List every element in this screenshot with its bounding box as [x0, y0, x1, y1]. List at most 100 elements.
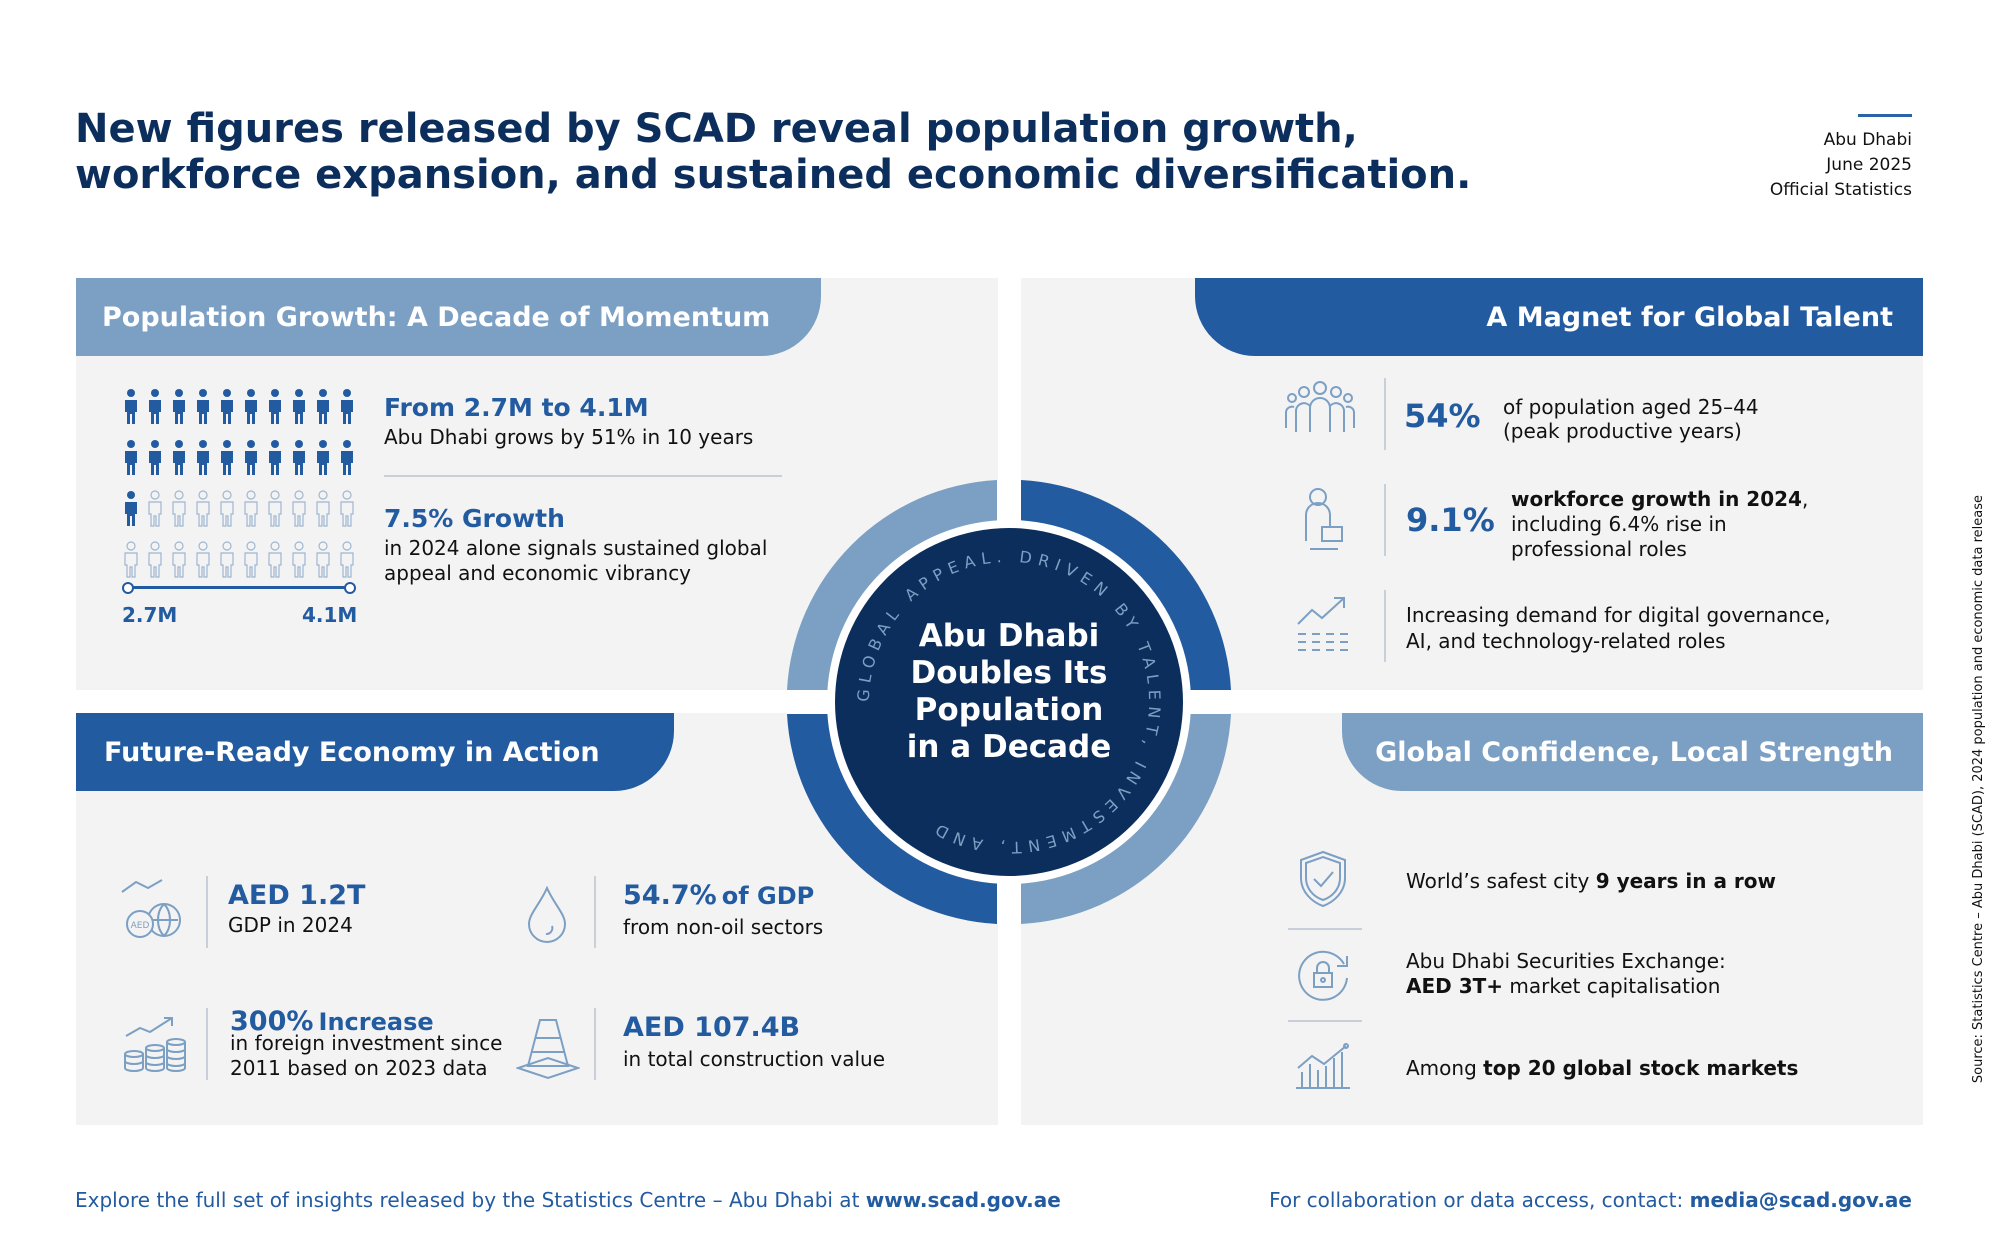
footer-left-text: Explore the full set of insights release… — [75, 1188, 866, 1212]
construction-value: AED 107.4B — [623, 1012, 801, 1043]
source-note: Source: Statistics Centre – Abu Dhabi (S… — [1971, 495, 1986, 1084]
bar-chart-icon — [1294, 1042, 1352, 1090]
growth-chart-icon — [1294, 594, 1352, 658]
fdi-suffix: Increase — [318, 1008, 434, 1036]
safest-city-prefix: World’s safest city — [1406, 869, 1596, 893]
fdi-text1: in foreign investment since — [230, 1031, 503, 1055]
person-outline-icon — [196, 490, 210, 527]
fdi-text2: 2011 based on 2023 data — [230, 1056, 488, 1080]
center-line-1: Abu Dhabi — [918, 618, 1100, 654]
talent-heading-text: A Magnet for Global Talent — [1486, 301, 1893, 333]
person-filled-icon — [269, 440, 281, 475]
economy-heading-text: Future-Ready Economy in Action — [104, 736, 600, 768]
person-outline-icon — [268, 490, 282, 527]
talent-stat1-value: 54% — [1404, 397, 1481, 435]
fdi-value-line: 300% Increase — [230, 1006, 434, 1037]
safest-city-text: World’s safest city 9 years in a row — [1406, 868, 1776, 894]
gdp-coin-icon: AED — [120, 878, 188, 938]
person-outline-icon — [268, 541, 282, 578]
meta-divider — [1858, 114, 1912, 117]
construction-text: in total construction value — [623, 1047, 886, 1071]
pop-stat2-text1: in 2024 alone signals sustained global — [384, 536, 768, 560]
pop-stat2-text2: appeal and economic vibrancy — [384, 561, 692, 585]
footer-right-text: For collaboration or data access, contac… — [1269, 1188, 1690, 1212]
person-outline-icon — [196, 541, 210, 578]
pop-stat1-title: From 2.7M to 4.1M — [384, 393, 649, 422]
title-line-1: New figures released by SCAD reveal popu… — [75, 106, 1358, 152]
talent-stat2-bold: workforce growth in 2024 — [1511, 487, 1802, 511]
center-line-2: Doubles Its — [910, 655, 1108, 691]
economy-heading: Future-Ready Economy in Action — [76, 713, 674, 791]
person-filled-icon — [221, 389, 233, 424]
nonoil-value-line: 54.7% of GDP — [623, 880, 814, 911]
confidence-divider-1 — [1288, 928, 1362, 930]
person-filled-icon — [221, 440, 233, 475]
footer-email-link[interactable]: media@scad.gov.ae — [1689, 1188, 1912, 1212]
person-filled-icon — [149, 440, 161, 475]
person-filled-icon — [149, 389, 161, 424]
person-outline-icon — [244, 541, 258, 578]
scale-start-label: 2.7M — [122, 603, 178, 627]
person-outline-icon — [316, 490, 330, 527]
talent-stat3-text2: AI, and technology-related roles — [1406, 629, 1726, 653]
person-outline-icon — [172, 490, 186, 527]
meta-location: Abu Dhabi — [1823, 130, 1912, 150]
scale-end-label: 4.1M — [302, 603, 358, 627]
population-heading-text: Population Growth: A Decade of Momentum — [102, 301, 771, 333]
talent-stat2-comma: , — [1801, 487, 1809, 511]
stock-market-prefix: Among — [1406, 1056, 1484, 1080]
confidence-heading: Global Confidence, Local Strength — [1342, 713, 1923, 791]
talent-divider-2 — [1384, 484, 1386, 556]
person-outline-icon — [292, 541, 306, 578]
talent-stat2-text2: professional roles — [1511, 537, 1687, 561]
people-grid — [120, 388, 360, 592]
talent-heading: A Magnet for Global Talent — [1195, 278, 1923, 356]
person-filled-icon — [341, 440, 353, 475]
person-filled-icon — [197, 440, 209, 475]
person-outline-icon — [148, 490, 162, 527]
safest-city-bold: 9 years in a row — [1595, 869, 1776, 893]
nonoil-text: from non-oil sectors — [623, 915, 824, 939]
talent-divider-3 — [1384, 590, 1386, 662]
person-outline-icon — [316, 541, 330, 578]
person-filled-icon — [293, 389, 305, 424]
footer-left: Explore the full set of insights release… — [75, 1188, 1061, 1212]
lock-refresh-icon — [1294, 946, 1352, 1004]
person-filled-icon — [245, 389, 257, 424]
person-filled-icon — [197, 389, 209, 424]
oil-drop-icon — [526, 886, 568, 944]
scale-dot-end — [344, 582, 356, 594]
economy-divider-4 — [594, 1008, 596, 1080]
footer-website-link[interactable]: www.scad.gov.ae — [865, 1188, 1061, 1212]
person-outline-icon — [124, 541, 138, 578]
gdp-value: AED 1.2T — [228, 880, 366, 911]
person-outline-icon — [220, 541, 234, 578]
person-filled-icon — [245, 440, 257, 475]
stock-market-text: Among top 20 global stock markets — [1406, 1055, 1798, 1081]
person-outline-icon — [244, 490, 258, 527]
person-outline-icon — [292, 490, 306, 527]
pop-stat2-title: 7.5% Growth — [384, 504, 565, 533]
person-filled-icon — [269, 389, 281, 424]
confidence-heading-text: Global Confidence, Local Strength — [1375, 736, 1893, 768]
meta-block: Abu Dhabi June 2025 Official Statistics — [1770, 128, 1912, 203]
population-heading: Population Growth: A Decade of Momentum — [76, 278, 821, 356]
talent-stat3-text1: Increasing demand for digital governance… — [1406, 603, 1831, 627]
fdi-value: 300% — [230, 1006, 314, 1037]
title-line-2: workforce expansion, and sustained econo… — [75, 152, 1472, 198]
pop-stat1-text: Abu Dhabi grows by 51% in 10 years — [384, 425, 754, 449]
adx-bold: AED 3T+ — [1406, 974, 1504, 998]
pop-divider — [384, 475, 782, 477]
person-filled-icon — [125, 440, 137, 475]
talent-stat1-text1: of population aged 25–44 — [1503, 395, 1759, 419]
shield-icon — [1298, 850, 1348, 908]
person-outline-icon — [340, 490, 354, 527]
center-badge: GLOBAL APPEAL. DRIVEN BY TALENT, INVESTM… — [787, 480, 1231, 924]
confidence-divider-2 — [1288, 1020, 1362, 1022]
person-filled-icon — [125, 389, 137, 424]
investment-coins-icon — [122, 1016, 188, 1072]
adx-text1: Abu Dhabi Securities Exchange: — [1406, 949, 1726, 973]
meta-label: Official Statistics — [1769, 180, 1912, 200]
footer-right: For collaboration or data access, contac… — [1269, 1188, 1912, 1212]
talent-stat2-value: 9.1% — [1406, 501, 1495, 539]
